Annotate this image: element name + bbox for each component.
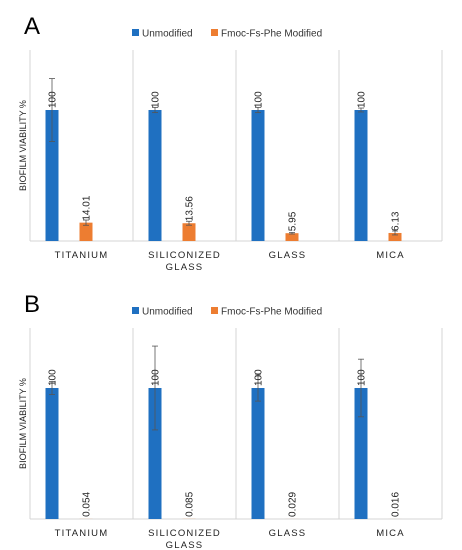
chart-a-legend-swatch-0 — [132, 29, 139, 36]
chart-a-data-label-0-2: 100 — [254, 91, 265, 108]
chart-b-data-label-1-0: 0.054 — [82, 491, 93, 516]
chart-b-data-label-1-3: 0.016 — [391, 492, 402, 517]
chart-a-bar-1-0 — [79, 222, 93, 241]
chart-panel-b: B Unmodified Fmoc-Fs-Phe Modified BIOFILM V… — [0, 278, 462, 550]
chart-a-bar-0-1 — [148, 110, 162, 241]
chart-b-legend-label-1: Fmoc-Fs-Phe Modified — [221, 307, 322, 318]
chart-a-y-axis-label: BIOFILM VIABILITY % — [18, 100, 28, 191]
chart-b-category-label-1-0: SILICONIZED — [148, 528, 221, 539]
chart-a-category-label-1-0: SILICONIZED — [148, 250, 221, 261]
chart-a-data-label-1-2: 5.95 — [288, 211, 299, 231]
chart-b-category-label-0-0: TITANIUM — [55, 528, 109, 539]
chart-b-svg: B Unmodified Fmoc-Fs-Phe Modified BIOFILM V… — [18, 291, 443, 550]
chart-a-data-label-0-3: 100 — [357, 91, 368, 108]
chart-a-bar-1-2 — [285, 233, 299, 241]
chart-a-category-label-2-0: GLASS — [269, 250, 307, 261]
chart-a-category-label-0-0: TITANIUM — [55, 250, 109, 261]
chart-a-data-label-1-0: 14.01 — [82, 195, 93, 220]
chart-b-bar-0-1 — [148, 388, 162, 519]
chart-a-svg: A Unmodified Fmoc-Fs-Phe Modified BIOFILM V… — [18, 13, 443, 273]
chart-b-category-label-2-0: GLASS — [269, 528, 307, 539]
chart-a-data-label-0-0: 100 — [48, 91, 59, 108]
chart-b-legend-swatch-0 — [132, 307, 139, 314]
chart-b-category-label-1-1: GLASS — [166, 540, 204, 550]
chart-b-data-label-1-1: 0.085 — [185, 491, 196, 516]
chart-a-bar-0-3 — [354, 110, 368, 241]
chart-a-legend-label-1: Fmoc-Fs-Phe Modified — [221, 29, 322, 40]
chart-b-panel-letter: B — [24, 291, 40, 318]
chart-a-category-label-1-1: GLASS — [166, 262, 204, 273]
chart-b-data-label-0-2: 100 — [254, 369, 265, 386]
chart-b-data-label-0-1: 100 — [151, 369, 162, 386]
chart-b-legend-swatch-1 — [211, 307, 218, 314]
chart-b-legend-label-0: Unmodified — [142, 307, 193, 318]
chart-b-data-label-0-0: 100 — [48, 369, 59, 386]
chart-a-legend-swatch-1 — [211, 29, 218, 36]
chart-a-category-label-3-0: MICA — [376, 250, 405, 261]
chart-b-data-label-1-2: 0.029 — [288, 491, 299, 516]
chart-a-bar-1-1 — [182, 223, 196, 241]
chart-b-category-label-3-0: MICA — [376, 528, 405, 539]
chart-a-bar-1-3 — [388, 232, 402, 241]
chart-b-data-label-0-3: 100 — [357, 369, 368, 386]
chart-panel-a: A Unmodified Fmoc-Fs-Phe Modified BIOFILM V… — [0, 0, 462, 273]
chart-b-bar-0-2 — [251, 388, 265, 519]
chart-a-data-label-1-1: 13.56 — [185, 196, 196, 221]
chart-a-data-label-0-1: 100 — [151, 91, 162, 108]
chart-a-legend-label-0: Unmodified — [142, 29, 193, 40]
chart-b-bar-0-3 — [354, 388, 368, 519]
chart-a-panel-letter: A — [24, 13, 40, 40]
chart-a-data-label-1-3: 6.13 — [391, 211, 402, 231]
chart-b-y-axis-label: BIOFILM VIABILITY % — [18, 378, 28, 469]
chart-b-bar-0-0 — [45, 388, 59, 519]
chart-a-bar-0-0 — [45, 110, 59, 241]
chart-a-bar-0-2 — [251, 110, 265, 241]
